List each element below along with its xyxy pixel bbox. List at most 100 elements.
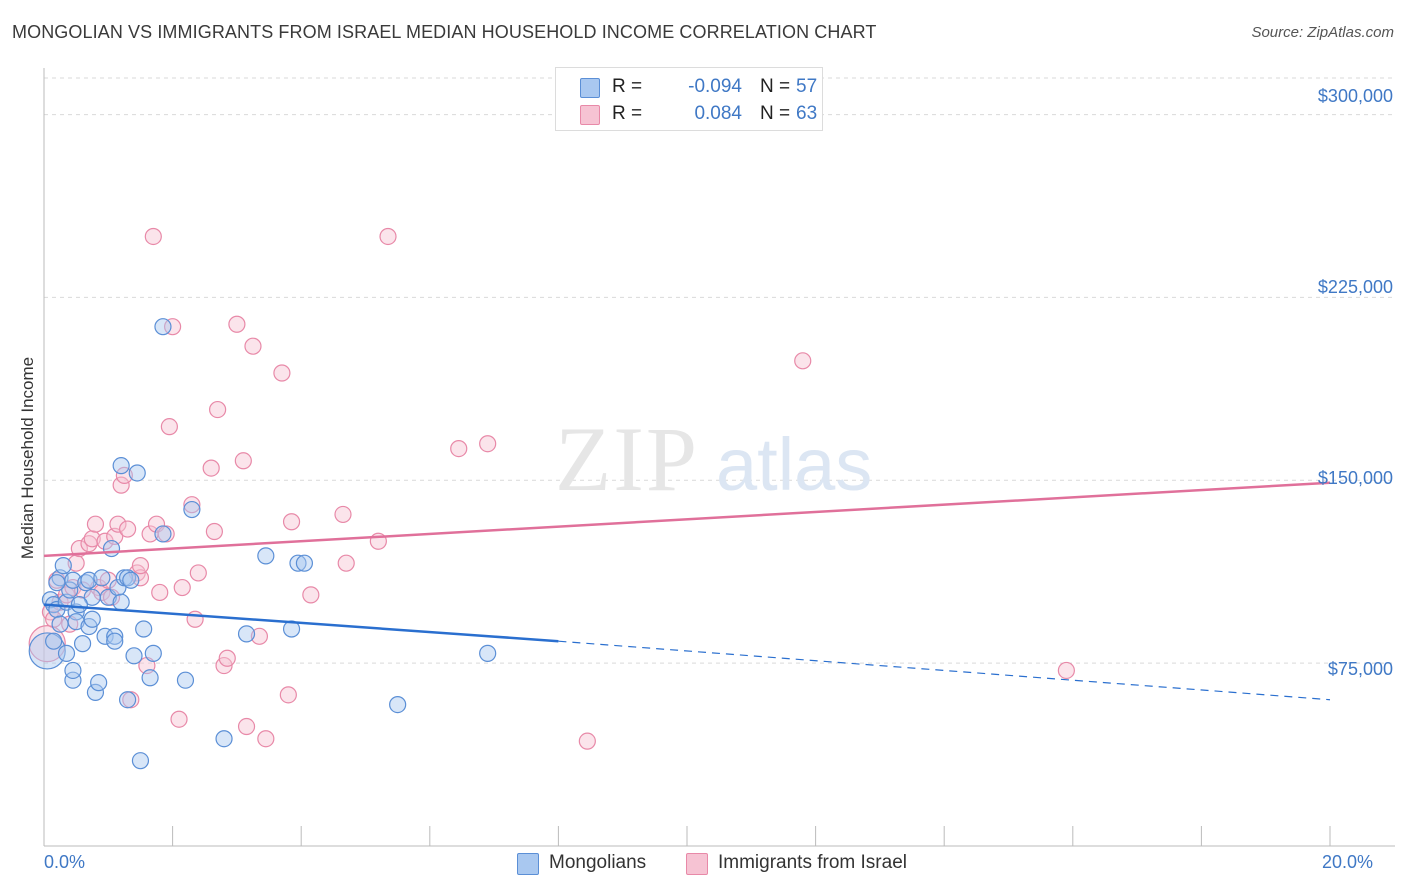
- legend-n-value: 57: [796, 76, 818, 97]
- israel-point: [379, 227, 397, 246]
- x-tick-label-max: 20.0%: [1322, 852, 1374, 872]
- mongolian-point: [125, 647, 143, 665]
- israel-point: [151, 583, 169, 602]
- y-tick-label-75000: $75,000: [1327, 659, 1393, 679]
- israel-point: [302, 586, 320, 604]
- watermark-zip: ZIP: [555, 408, 699, 510]
- mongolian-point: [64, 671, 82, 689]
- israel-point: [450, 439, 468, 458]
- legend-r-label: R =: [612, 103, 643, 124]
- mongolian-point: [106, 632, 124, 650]
- mongolian-point: [128, 464, 146, 482]
- mongolian-point: [102, 539, 121, 558]
- mongolian-point: [479, 644, 497, 662]
- israel-point: [794, 352, 812, 370]
- israel-point: [118, 520, 137, 538]
- bottom-legend-swatch-blue: [517, 853, 539, 875]
- axes: [43, 68, 1395, 847]
- mongolian-trend-extension: [558, 640, 1331, 701]
- watermark: ZIP atlas: [555, 408, 872, 510]
- legend-r-label: R =: [612, 76, 643, 97]
- mongolian-point: [141, 669, 159, 687]
- israel-point: [273, 364, 291, 382]
- israel-point: [164, 318, 182, 336]
- israel-point: [237, 717, 256, 736]
- mongolian-point: [61, 581, 79, 599]
- mongolian-point: [215, 730, 233, 748]
- israel-point: [244, 337, 262, 355]
- mongolian-point: [257, 547, 275, 565]
- y-tick-label-225000: $225,000: [1317, 277, 1393, 297]
- mongolian-point: [389, 695, 407, 714]
- trend-lines: [43, 481, 1331, 701]
- israel-point: [282, 513, 301, 531]
- mongolian-point: [48, 574, 66, 592]
- israel-point: [218, 649, 236, 667]
- mongolian-point: [70, 596, 88, 614]
- israel-point: [257, 730, 275, 748]
- israel-point: [189, 564, 207, 582]
- mongolian-point: [289, 554, 307, 572]
- mongolian-point: [112, 593, 130, 611]
- israel-point: [337, 554, 355, 572]
- legend-n-label: N =: [760, 76, 791, 97]
- israel-point: [234, 452, 252, 470]
- israel-point: [28, 625, 66, 663]
- mongolian-point: [106, 627, 124, 645]
- correlation-legend: R = -0.094 N = 57 R = 0.084 N = 63: [555, 67, 823, 131]
- watermark-atlas: atlas: [716, 423, 872, 506]
- legend-swatch-pink: [580, 105, 600, 125]
- mongolian-point: [83, 610, 101, 628]
- source-label: Source: ZipAtlas.com: [1251, 24, 1394, 41]
- israel-point: [186, 610, 204, 628]
- israel-point: [112, 476, 130, 494]
- israel-point: [109, 515, 127, 533]
- israel-trend-line: [43, 481, 1331, 558]
- legend-n-label: N =: [760, 103, 791, 124]
- mongolian-point: [45, 632, 63, 650]
- israel-point: [334, 505, 352, 524]
- legend-n-value: 63: [796, 103, 818, 124]
- legend-r-value: -0.094: [688, 76, 742, 97]
- legend-r-value: 0.084: [694, 103, 742, 124]
- mongolian-points: [28, 318, 497, 770]
- israel-point: [202, 459, 220, 477]
- mongolian-point: [135, 620, 153, 638]
- israel-point: [115, 466, 133, 485]
- y-tick-label-300000: $300,000: [1317, 86, 1393, 106]
- mongolian-point: [64, 661, 82, 680]
- mongolian-point: [118, 569, 137, 587]
- israel-point: [86, 515, 105, 533]
- chart-title: MONGOLIAN VS IMMIGRANTS FROM ISRAEL MEDI…: [12, 22, 877, 42]
- israel-point: [209, 400, 227, 419]
- mongolian-point: [154, 525, 172, 543]
- israel-point: [170, 710, 188, 728]
- mongolian-point: [28, 632, 66, 670]
- mongolian-point: [144, 644, 162, 662]
- legend-swatch-blue: [580, 78, 600, 98]
- israel-point: [279, 686, 297, 704]
- mongolian-trend-line: [43, 603, 559, 643]
- israel-point: [1057, 661, 1075, 680]
- mongolian-point: [90, 674, 108, 692]
- israel-point: [183, 496, 201, 514]
- israel-point: [228, 315, 246, 333]
- israel-point: [173, 578, 191, 597]
- mongolian-point: [295, 554, 314, 572]
- mongolian-point: [96, 627, 114, 645]
- mongolian-point: [237, 625, 256, 643]
- israel-point: [205, 522, 223, 541]
- y-tick-label-150000: $150,000: [1317, 468, 1393, 488]
- mongolian-point: [80, 571, 98, 589]
- mongolian-point: [51, 615, 69, 633]
- mongolian-point: [57, 644, 76, 662]
- bottom-legend-label: Mongolians: [549, 852, 647, 873]
- bottom-legend-label: Immigrants from Israel: [718, 852, 907, 873]
- mongolian-point: [176, 671, 195, 689]
- mongolian-point: [86, 683, 105, 702]
- mongolian-point: [73, 635, 92, 653]
- bottom-legend-swatch-pink: [686, 853, 708, 875]
- mongolian-point: [122, 571, 140, 589]
- israel-point: [578, 732, 596, 750]
